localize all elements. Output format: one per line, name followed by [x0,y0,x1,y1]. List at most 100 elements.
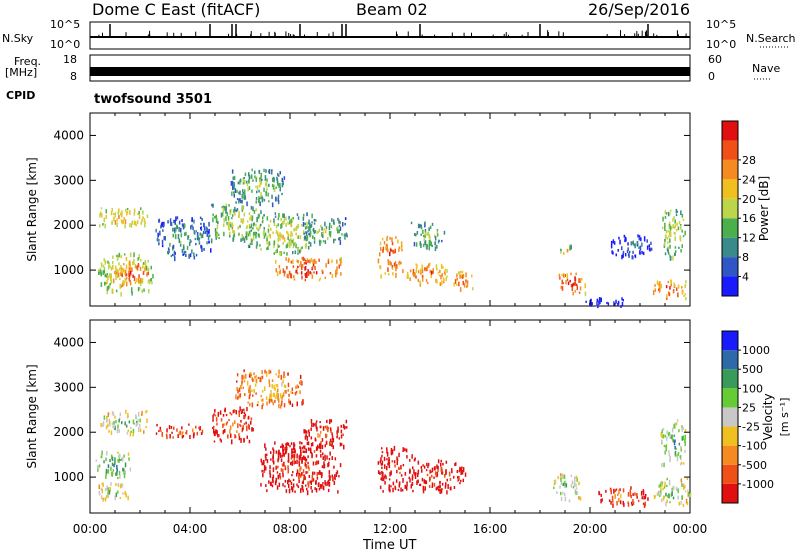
power-cell [434,242,436,246]
velocity-cell [324,444,326,448]
velocity-cell [391,450,394,455]
power-cell [208,241,210,244]
velocity-cell [296,384,299,389]
velocity-cell [108,490,111,495]
velocity-cell [314,487,316,491]
power-cell [268,183,270,187]
velocity-cell [282,447,284,452]
colorbar-tick-label: 4 [742,271,749,284]
power-cell [466,282,469,287]
velocity-cell [388,484,390,489]
power-cell [267,228,270,233]
velocity-cell [292,448,295,451]
power-cell [419,280,421,285]
velocity-cell [439,480,441,484]
power-cell [627,247,629,251]
velocity-cell [141,410,143,416]
velocity-cell [436,471,439,477]
velocity-cell [413,469,415,475]
velocity-cell [236,387,238,391]
colorbar-segment [722,331,738,351]
velocity-cell [392,481,395,486]
velocity-cell [321,444,324,450]
velocity-cell [404,484,406,489]
power-cell [331,259,333,264]
velocity-cell [632,493,634,496]
velocity-cell [327,426,329,430]
velocity-cell [293,454,296,459]
velocity-cell [298,479,300,484]
velocity-cell [431,474,433,478]
power-cell [232,214,234,217]
power-cell [654,288,657,292]
power-cell [273,240,275,246]
velocity-cell [127,452,130,456]
velocity-cell [322,487,324,490]
power-cell [346,234,348,238]
power-cell [260,181,262,185]
power-cell [136,220,139,225]
power-cell [120,292,122,297]
power-cell [116,222,118,227]
velocity-cell [315,454,318,458]
velocity-cell [444,485,447,489]
power-cell [292,259,294,264]
power-cell [173,250,176,254]
power-cell [329,272,332,275]
velocity-cell [107,494,110,498]
power-cell [118,208,120,213]
power-cell [206,241,208,245]
power-cell [424,229,427,233]
velocity-cell [681,438,684,441]
velocity-cell [312,422,315,427]
velocity-cell [300,447,302,451]
velocity-cell [451,470,453,474]
velocity-cell [331,440,333,446]
power-cell [684,230,686,236]
velocity-cell [305,465,308,469]
power-cell [129,267,132,271]
velocity-cell [620,494,622,499]
velocity-cell [237,389,239,394]
velocity-cell [288,489,291,494]
power-cell [115,271,118,275]
velocity-cell [458,476,460,481]
power-cell [279,234,281,238]
power-cell [302,216,305,221]
velocity-cell [302,447,304,450]
power-cell [205,226,208,232]
power-cell [115,276,117,281]
power-cell [596,301,598,307]
power-cell [615,299,617,304]
velocity-cell [279,404,282,409]
power-cell [625,237,627,242]
velocity-cell [125,424,128,428]
velocity-cell [102,482,104,487]
velocity-cell [419,483,422,487]
nsky-strip-frame [89,21,691,50]
power-cell [428,263,430,268]
power-cell [172,244,175,249]
power-cell [311,213,313,219]
power-cell [264,234,266,238]
velocity-cell [340,429,343,434]
velocity-cell [306,441,309,446]
velocity-cell [663,444,666,448]
power-cell [417,223,420,229]
velocity-cell [300,449,302,454]
velocity-cell [610,500,612,505]
y-tick-label: 4000 [53,335,84,349]
power-cell [446,269,448,273]
power-cell [298,249,301,254]
power-cell [313,240,316,244]
power-cell [231,222,233,225]
colorbar-tick-label: 1000 [742,344,770,357]
power-cell [621,246,623,251]
power-cell [664,210,667,214]
power-cell [287,233,290,237]
power-cell [275,224,278,229]
power-cell [158,218,161,223]
velocity-cell [98,464,101,468]
velocity-cell [316,472,318,477]
power-cell [179,243,182,247]
